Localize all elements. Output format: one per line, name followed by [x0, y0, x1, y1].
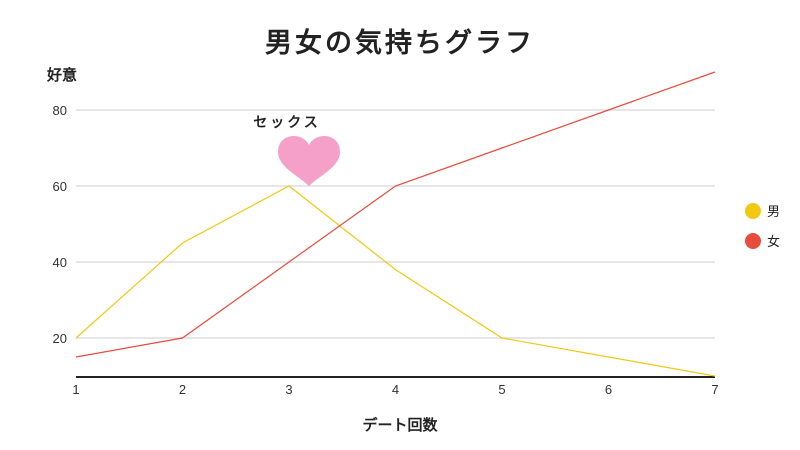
heart-icon: [278, 136, 340, 186]
chart-title: 男女の気持ちグラフ: [265, 27, 535, 59]
x-tick-label: 3: [285, 382, 292, 397]
x-tick-label: 5: [498, 382, 505, 397]
y-axis-label: 好意: [46, 66, 77, 84]
series-lines: [75, 71, 716, 377]
tick-labels: 20 40 60 80 1 2 3 4 5 6 7: [53, 103, 719, 397]
y-tick-label: 60: [53, 179, 67, 194]
legend-marker-男: [745, 203, 761, 219]
x-tick-label: 1: [72, 382, 79, 397]
x-tick-label: 2: [179, 382, 186, 397]
annotation-label: セックス: [253, 115, 321, 131]
legend-label-女: 女: [767, 234, 780, 250]
y-tick-label: 80: [53, 103, 67, 118]
gridlines: [76, 109, 715, 378]
series-line-女: [75, 71, 716, 358]
y-tick-label: 40: [53, 255, 67, 270]
y-tick-label: 20: [53, 331, 67, 346]
x-axis-label: デート回数: [362, 416, 438, 434]
annotation: セックス: [253, 115, 340, 186]
x-tick-label: 4: [392, 382, 399, 397]
legend-marker-女: [745, 233, 761, 249]
x-tick-label: 7: [711, 382, 718, 397]
series-line-男: [75, 185, 716, 377]
x-tick-label: 6: [605, 382, 612, 397]
legend: 男女: [745, 203, 780, 250]
legend-label-男: 男: [767, 205, 780, 220]
